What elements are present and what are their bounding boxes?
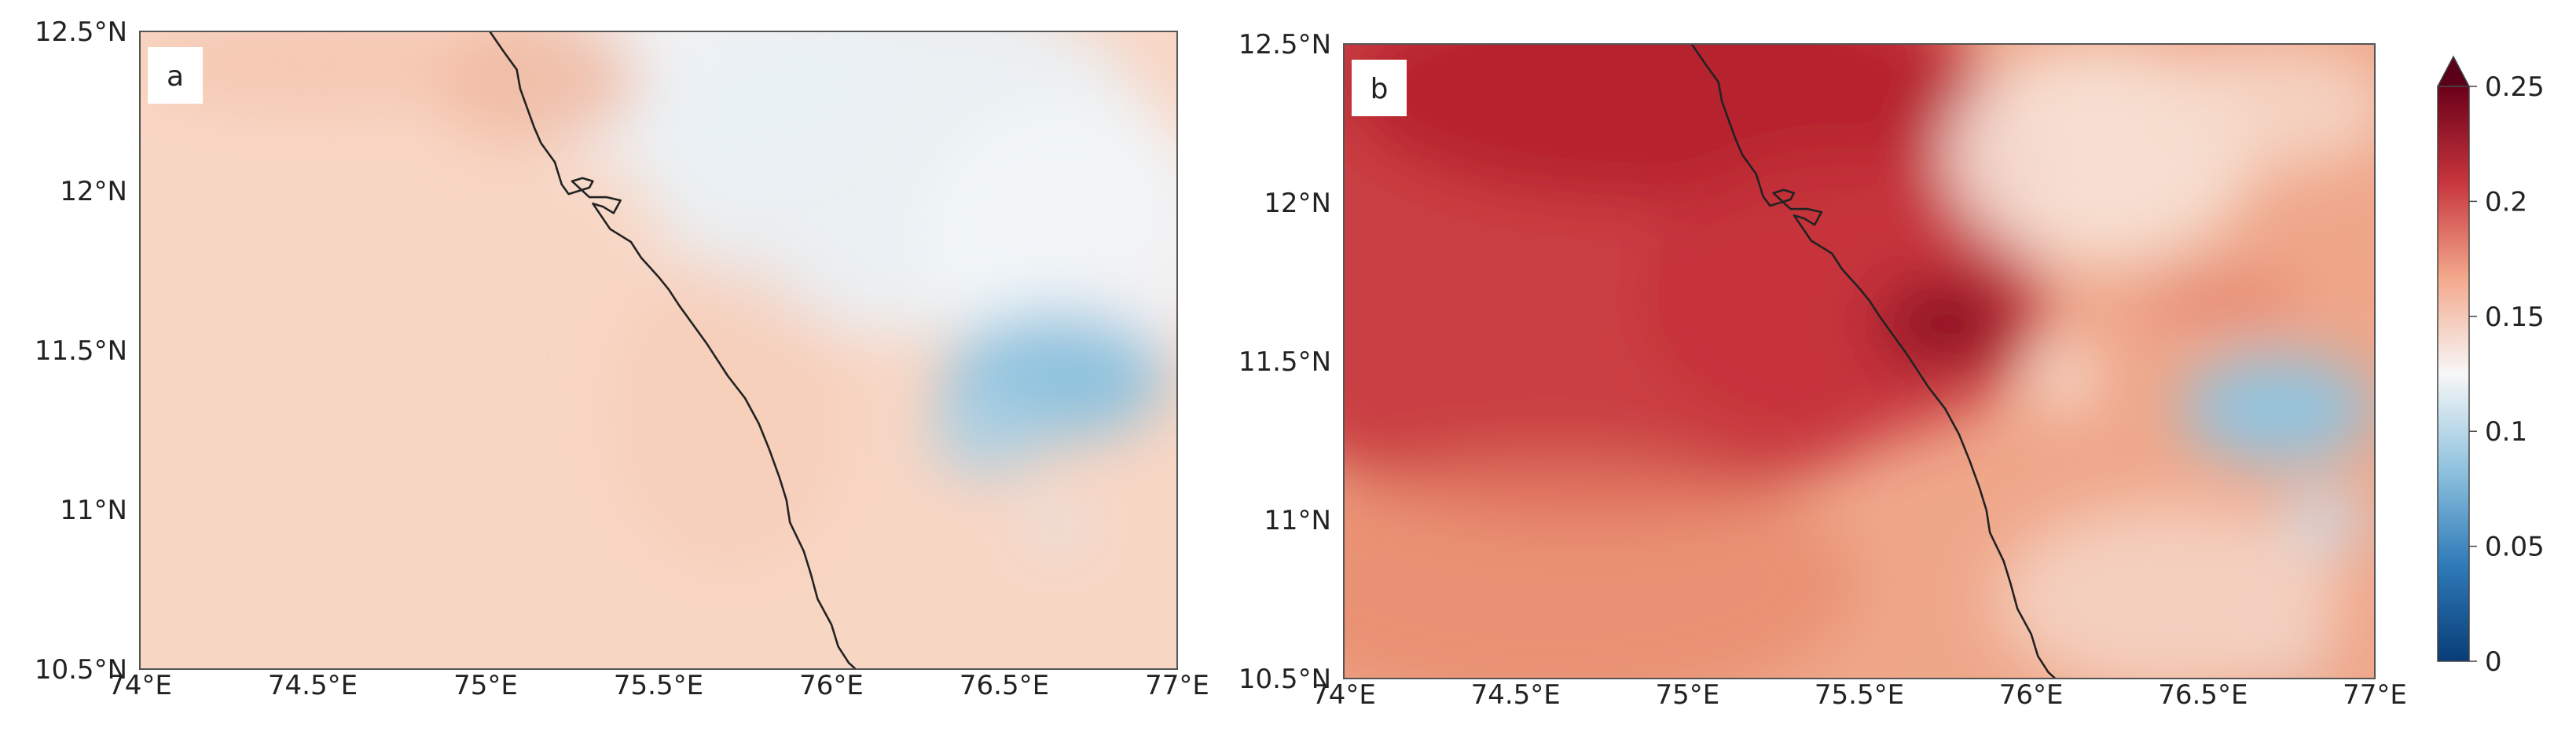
colorbar: 0 0.05 0.1 0.15 0.2 0.25 [2436, 55, 2545, 678]
panel-a-label-box: a [148, 47, 203, 104]
panel-b-field-anomaly [1876, 282, 2014, 365]
panel-a-field-anomaly [931, 385, 1043, 475]
panel-b-y-tick-label: 12°N [1264, 188, 1331, 219]
colorbar-tick-label: 0.1 [2485, 416, 2527, 448]
panel-a-x-tick-label: 75°E [453, 670, 518, 701]
panel-a-field-anomaly [140, 31, 486, 112]
panel-a-y-tick-label: 11°N [60, 495, 127, 526]
panel-a-y-tick-label: 12°N [60, 176, 127, 207]
panel-b-field-anomaly [2151, 44, 2375, 171]
panel-a-x-tick-label: 76.5°E [960, 670, 1049, 701]
panel-b-label: b [1371, 73, 1389, 105]
panel-b-x-axis: 74°E 74.5°E 75°E 75.5°E 76°E 76.5°E 77°E [1312, 679, 2407, 711]
panel-b-y-tick-label: 11°N [1264, 505, 1331, 536]
panel-b-field-anomaly [2134, 272, 2306, 324]
panel-a-x-tick-label: 74.5°E [268, 670, 358, 701]
panel-b-field-anomaly [2038, 345, 2093, 409]
panel-b-y-tick-label: 10.5°N [1238, 664, 1331, 695]
panel-b-coastline [1690, 44, 2057, 679]
panel-a-coastline [489, 31, 857, 669]
map-panel-b: b 74°E 74.5°E 75°E 75.5°E 76°E 76.5°E 77°E 12.… [1238, 29, 2407, 711]
panel-a-x-axis: 74°E 74.5°E 75°E 75.5°E 76°E 76.5°E 77°E [108, 670, 1209, 701]
panel-a-x-tick-label: 76°E [799, 670, 864, 701]
panel-a-y-tick-label: 10.5°N [35, 654, 127, 686]
panel-b-field-anomaly [2182, 354, 2375, 463]
panel-b-y-axis: 12.5°N 12°N 11.5°N 11°N 10.5°N [1238, 29, 1331, 695]
panel-b-y-tick-label: 11.5°N [1238, 346, 1331, 378]
colorbar-tick-label: 0.2 [2485, 186, 2527, 218]
colorbar-extend-arrow [2436, 55, 2471, 87]
panel-a-field-anomaly [434, 31, 641, 144]
colorbar-ticks: 0 0.05 0.1 0.15 0.2 0.25 [2469, 71, 2545, 678]
panel-b-x-tick-label: 75.5°E [1815, 679, 1904, 711]
panel-b-field-anomaly [1344, 456, 1859, 679]
panel-a-field-anomaly [607, 254, 849, 574]
colorbar-tick-label: 0.15 [2485, 302, 2545, 333]
panel-a-label: a [167, 60, 184, 93]
panel-a-field [140, 31, 1177, 669]
panel-b-y-tick-label: 12.5°N [1238, 29, 1331, 60]
panel-a-y-axis: 12.5°N 12°N 11.5°N 11°N 10.5°N [35, 16, 127, 686]
panel-b-frame [1343, 43, 2376, 679]
panel-b-x-tick-label: 75°E [1655, 679, 1719, 711]
map-panel-a: a 74°E 74.5°E 75°E 75.5°E 76°E 76.5°E 77°E 12.… [35, 16, 1209, 701]
panel-b-field-anomaly [1996, 503, 2341, 679]
colorbar-tick-label: 0 [2485, 646, 2502, 678]
panel-a-y-tick-label: 11.5°N [35, 335, 127, 367]
panel-b-field-anomaly [1635, 155, 2049, 441]
panel-a-x-tick-label: 74°E [108, 670, 172, 701]
panel-b-x-tick-label: 76.5°E [2158, 679, 2248, 711]
panel-a-frame [139, 31, 1178, 670]
panel-b-x-tick-label: 74°E [1312, 679, 1376, 711]
colorbar-tick-label: 0.05 [2485, 532, 2545, 563]
panel-a-y-tick-label: 12.5°N [35, 16, 127, 48]
panel-b-x-tick-label: 76°E [1999, 679, 2064, 711]
colorbar-tick-label: 0.25 [2485, 71, 2545, 103]
panel-a-x-tick-label: 77°E [1145, 670, 1209, 701]
panel-b-field [1344, 44, 2375, 679]
panel-a-field-anomaly [918, 95, 1177, 382]
panel-b-x-tick-label: 77°E [2343, 679, 2407, 711]
colorbar-gradient [2438, 86, 2469, 661]
panel-b-field-anomaly [2278, 488, 2369, 552]
panel-a-x-tick-label: 75.5°E [614, 670, 703, 701]
panel-b-label-box: b [1352, 60, 1407, 116]
panel-b-x-tick-label: 74.5°E [1471, 679, 1561, 711]
panel-a-field-anomaly [1028, 506, 1084, 545]
colorbar-frame [2437, 86, 2470, 662]
